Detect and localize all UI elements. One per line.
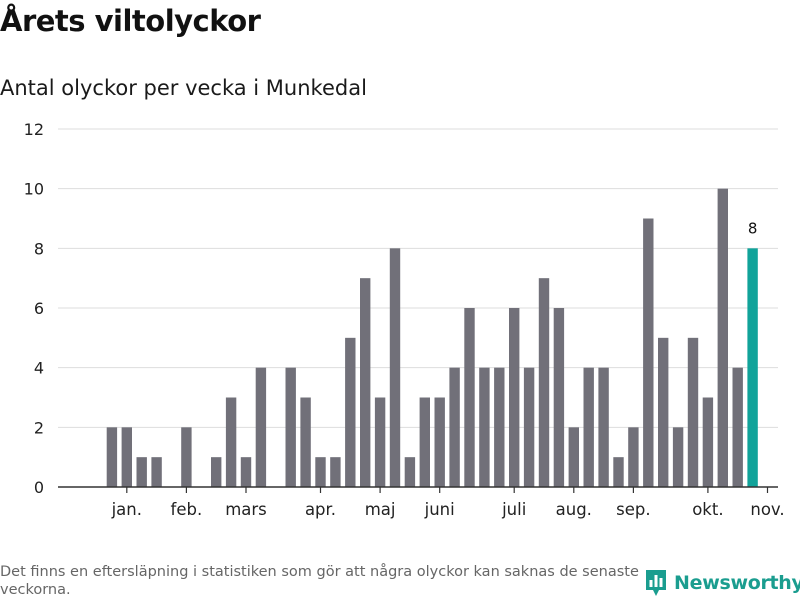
bar — [717, 188, 728, 487]
bar — [285, 367, 296, 487]
data-label: 8 — [748, 219, 758, 237]
bar — [121, 427, 132, 487]
bar — [538, 278, 550, 487]
bar — [360, 278, 371, 487]
y-tick-label: 10 — [24, 180, 44, 199]
bar — [404, 457, 416, 487]
x-tick-label: mars — [225, 500, 267, 519]
bar — [330, 457, 341, 487]
bar — [136, 457, 147, 487]
bar — [643, 218, 654, 487]
y-tick-label: 12 — [24, 120, 44, 139]
x-tick-label: aug. — [556, 500, 592, 519]
bar — [479, 367, 490, 487]
bar — [613, 457, 624, 487]
bar — [389, 248, 401, 487]
y-tick-label: 0 — [34, 478, 44, 497]
x-tick-label: juli — [501, 500, 526, 519]
bar — [583, 367, 594, 487]
bar — [598, 367, 609, 487]
y-tick-label: 4 — [34, 359, 44, 378]
bar — [374, 397, 386, 487]
brand-name: Newsworthy — [674, 572, 800, 594]
bar — [211, 457, 222, 487]
chart-subtitle: Antal olyckor per vecka i Munkedal — [0, 76, 367, 100]
x-tick-label: maj — [365, 500, 396, 519]
bar — [345, 337, 356, 487]
bar — [419, 397, 430, 487]
bar — [568, 427, 579, 487]
bar — [255, 367, 267, 487]
bar — [658, 337, 669, 487]
x-tick-label: okt. — [692, 500, 723, 519]
bar — [523, 367, 535, 487]
bar-chart: 0 2 4 6 8 10 12 8 jan. feb. mars apr. maj juni juli aug… — [24, 120, 785, 519]
brand-logo[interactable]: Newsworthy — [644, 568, 800, 598]
x-tick-label: apr. — [305, 500, 336, 519]
bar — [464, 308, 475, 487]
bar — [181, 427, 192, 487]
bar — [300, 397, 311, 487]
x-tick-label: nov. — [750, 500, 784, 519]
bar — [315, 457, 326, 487]
bar — [509, 308, 520, 487]
bar-highlight — [747, 248, 758, 487]
bar — [672, 427, 684, 487]
bar — [106, 427, 118, 487]
bar — [687, 337, 699, 487]
bar — [732, 367, 743, 487]
chart-title: Årets viltolyckor — [0, 4, 261, 38]
bar — [702, 397, 714, 487]
bar — [151, 457, 162, 487]
bar-chart-speech-bubble-icon — [646, 570, 666, 596]
bar — [494, 367, 505, 487]
bar — [240, 457, 252, 487]
x-tick-label: juni — [424, 500, 455, 519]
bar — [449, 367, 460, 487]
x-tick-label: sep. — [616, 500, 650, 519]
footnote: Det finns en eftersläpning i statistiken… — [0, 564, 639, 598]
x-tick-label: jan. — [111, 500, 142, 519]
bar — [628, 427, 639, 487]
y-tick-label: 8 — [34, 239, 44, 258]
bar — [553, 308, 565, 487]
y-tick-label: 6 — [34, 299, 44, 318]
bar — [434, 397, 445, 487]
bar — [225, 397, 237, 487]
y-tick-label: 2 — [34, 418, 44, 437]
x-tick-label: feb. — [171, 500, 203, 519]
